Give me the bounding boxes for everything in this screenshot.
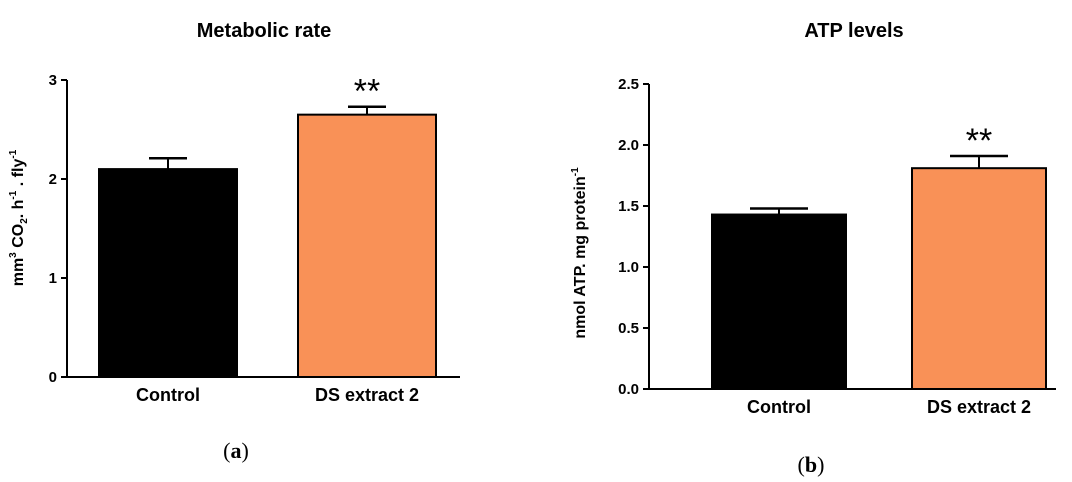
x-category-label: DS extract 2 bbox=[927, 397, 1031, 417]
y-tick-label: 1 bbox=[49, 270, 57, 287]
y-tick-label: 2.0 bbox=[618, 137, 639, 154]
y-axis-label: mm3 CO2. h-1 . fly-1 bbox=[8, 149, 30, 286]
significance-marker: ** bbox=[966, 122, 992, 160]
chart-title: Metabolic rate bbox=[197, 20, 331, 42]
panel-label: (b) bbox=[798, 452, 825, 477]
x-category-label: Control bbox=[136, 385, 200, 405]
y-tick-label: 3 bbox=[49, 72, 57, 89]
significance-marker: ** bbox=[354, 73, 380, 111]
panel-label: (a) bbox=[223, 438, 249, 463]
plot-area: 0 1 2 3 Control ** DS extract 2 bbox=[49, 72, 460, 405]
y-tick-label: 1.0 bbox=[618, 259, 639, 276]
y-axis-label: nmol ATP. mg protein-1 bbox=[570, 167, 589, 339]
y-tick-label: 2 bbox=[49, 171, 57, 188]
y-tick-label: 0.5 bbox=[618, 320, 639, 337]
chart-title: ATP levels bbox=[804, 20, 903, 42]
x-category-label: DS extract 2 bbox=[315, 385, 419, 405]
y-tick-label: 2.5 bbox=[618, 76, 639, 93]
chart-a-svg: Metabolic rate mm3 CO2. h-1 . fly-1 0 1 2 3… bbox=[8, 20, 460, 463]
y-tick-label: 1.5 bbox=[618, 198, 639, 215]
bar-control bbox=[711, 213, 847, 390]
plot-area: 0.0 0.5 1.0 1.5 2.0 2.5 Control ** DS extract 2 bbox=[618, 76, 1056, 417]
bar-ds-extract-2 bbox=[297, 113, 437, 379]
chart-panel-b: ATP levels nmol ATP. mg protein-1 0.0 0.5… bbox=[536, 0, 1072, 477]
bar-control bbox=[98, 168, 238, 378]
y-tick-label: 0.0 bbox=[618, 381, 639, 398]
chart-b-svg: ATP levels nmol ATP. mg protein-1 0.0 0.5… bbox=[570, 20, 1056, 477]
chart-panel-a: Metabolic rate mm3 CO2. h-1 . fly-1 0 1 2 3… bbox=[0, 0, 536, 477]
bar-ds-extract-2 bbox=[911, 167, 1047, 390]
x-category-label: Control bbox=[747, 397, 811, 417]
y-tick-label: 0 bbox=[49, 369, 57, 386]
